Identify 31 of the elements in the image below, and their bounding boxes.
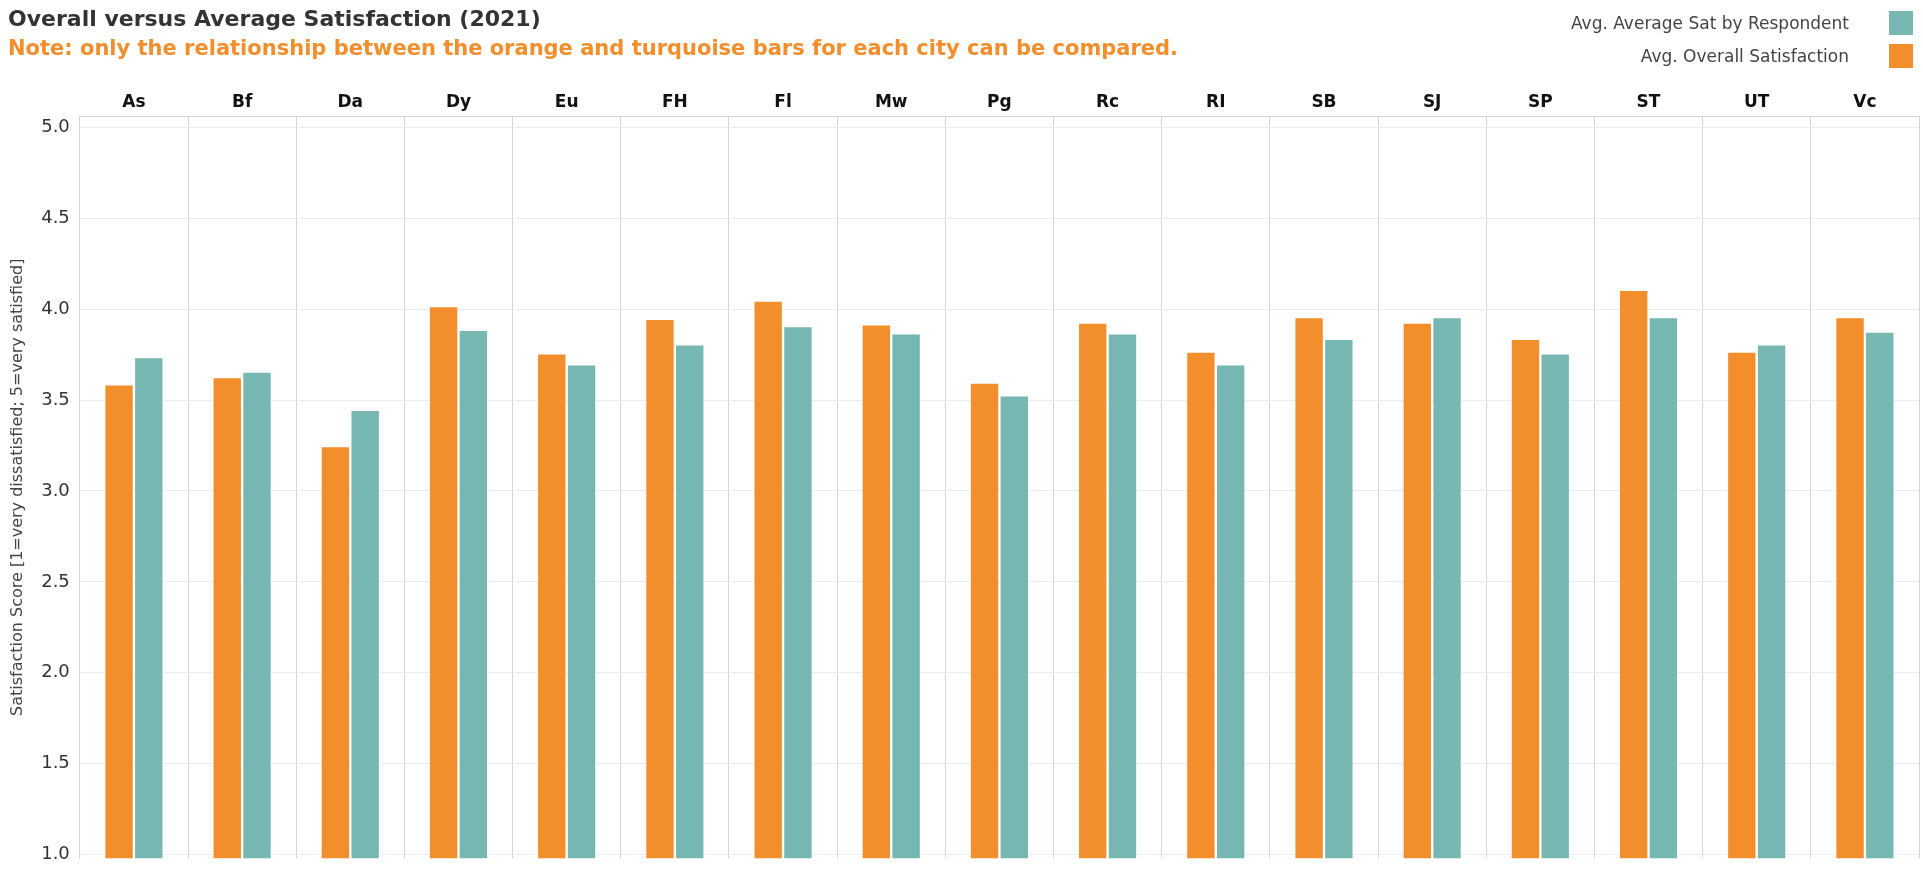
y-tick-label: 2.0	[41, 660, 70, 682]
x-tick-label: SJ	[1422, 90, 1442, 111]
y-tick-label: 4.5	[41, 205, 70, 227]
x-tick-label: Rc	[1096, 90, 1120, 111]
x-tick-label: SB	[1311, 90, 1337, 111]
x-tick-label: Bf	[231, 90, 253, 111]
x-tick-label: Da	[337, 90, 364, 111]
x-tick-label: Mw	[874, 90, 908, 111]
chart-subtitle: Note: only the relationship between the orange and turquoise bars for each city can be compared.	[8, 36, 1179, 60]
x-tick-label: UT	[1744, 90, 1770, 111]
legend-label: Avg. Overall Satisfaction	[1640, 45, 1849, 66]
x-tick-label: SP	[1527, 90, 1553, 111]
y-tick-label: 3.5	[41, 387, 70, 409]
y-tick-label: 1.0	[41, 842, 70, 864]
x-tick-label: Eu	[554, 90, 579, 111]
chart-title: Overall versus Average Satisfaction (2021)	[8, 6, 541, 31]
y-tick-label: 1.5	[41, 751, 70, 773]
y-tick-label: 4.0	[41, 296, 70, 318]
x-tick-label: Fl	[774, 90, 792, 111]
legend-label: Avg. Average Sat by Respondent	[1570, 12, 1849, 33]
y-tick-label: 5.0	[41, 114, 70, 136]
x-tick-label: Pg	[987, 90, 1012, 111]
x-tick-label: Dy	[445, 90, 472, 111]
y-axis-title: Satisfaction Score [1=very dissatisfied; 5=very satisfied]	[6, 258, 26, 716]
x-tick-label: FH	[661, 90, 688, 111]
x-tick-label: As	[122, 90, 146, 111]
y-tick-label: 3.0	[41, 478, 70, 500]
x-tick-label: Vc	[1853, 90, 1877, 111]
x-tick-label: RI	[1206, 90, 1226, 111]
x-tick-label: ST	[1636, 90, 1661, 111]
y-tick-label: 2.5	[41, 569, 70, 591]
